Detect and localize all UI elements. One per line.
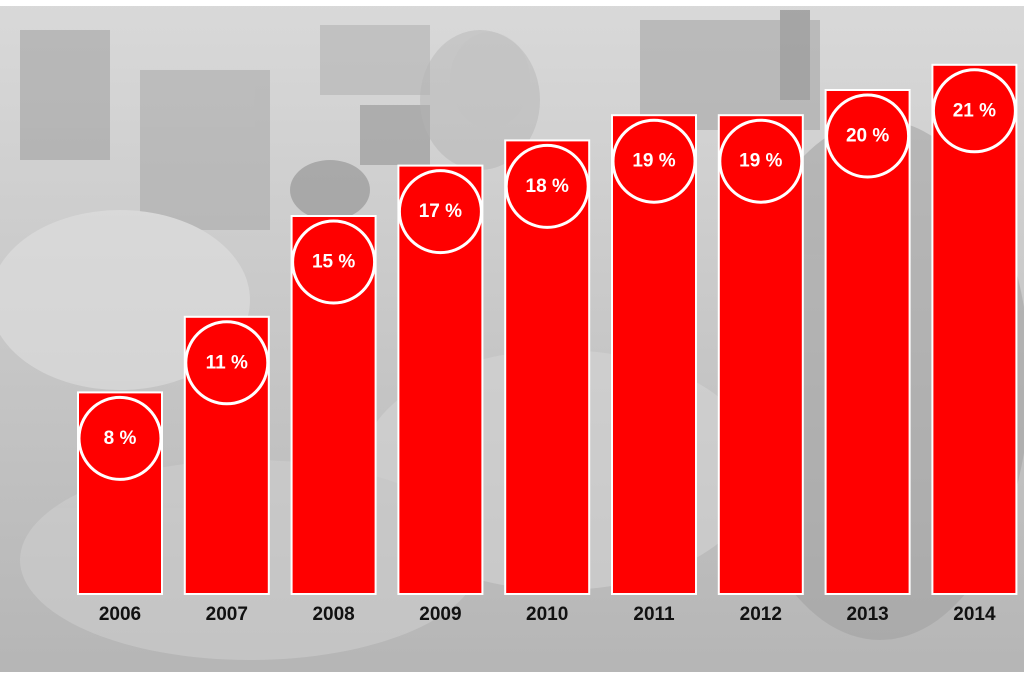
value-bubble-2009 <box>397 169 483 255</box>
value-bubble-2013 <box>825 93 911 179</box>
x-tick-label-2013: 2013 <box>846 604 888 625</box>
data-label-2010: 18 % <box>526 176 569 197</box>
background-top-edge <box>0 0 1024 6</box>
x-tick-label-2010: 2010 <box>526 604 568 625</box>
x-tick-label-2009: 2009 <box>419 604 461 625</box>
value-bubble-2010 <box>504 143 590 229</box>
x-tick-label-2006: 2006 <box>99 604 141 625</box>
background-bottom-edge <box>0 672 1024 682</box>
x-tick-label-2007: 2007 <box>206 604 248 625</box>
value-bubble-2007 <box>184 320 270 406</box>
data-label-2011: 19 % <box>632 151 675 172</box>
x-tick-label-2011: 2011 <box>633 604 675 625</box>
data-label-2008: 15 % <box>312 252 355 273</box>
value-bubble-2012 <box>718 118 804 204</box>
data-label-2012: 19 % <box>739 151 782 172</box>
x-tick-label-2008: 2008 <box>312 604 354 625</box>
value-bubble-2014 <box>931 68 1017 154</box>
data-label-2013: 20 % <box>846 126 889 147</box>
value-bubble-2006 <box>77 395 163 481</box>
value-bubble-2011 <box>611 118 697 204</box>
x-tick-label-2012: 2012 <box>740 604 782 625</box>
data-label-2009: 17 % <box>419 201 462 222</box>
x-tick-label-2014: 2014 <box>953 604 996 625</box>
data-label-2014: 21 % <box>953 100 996 121</box>
value-bubble-2008 <box>291 219 377 305</box>
data-label-2007: 11 % <box>206 352 248 373</box>
data-label-2006: 8 % <box>104 428 137 449</box>
